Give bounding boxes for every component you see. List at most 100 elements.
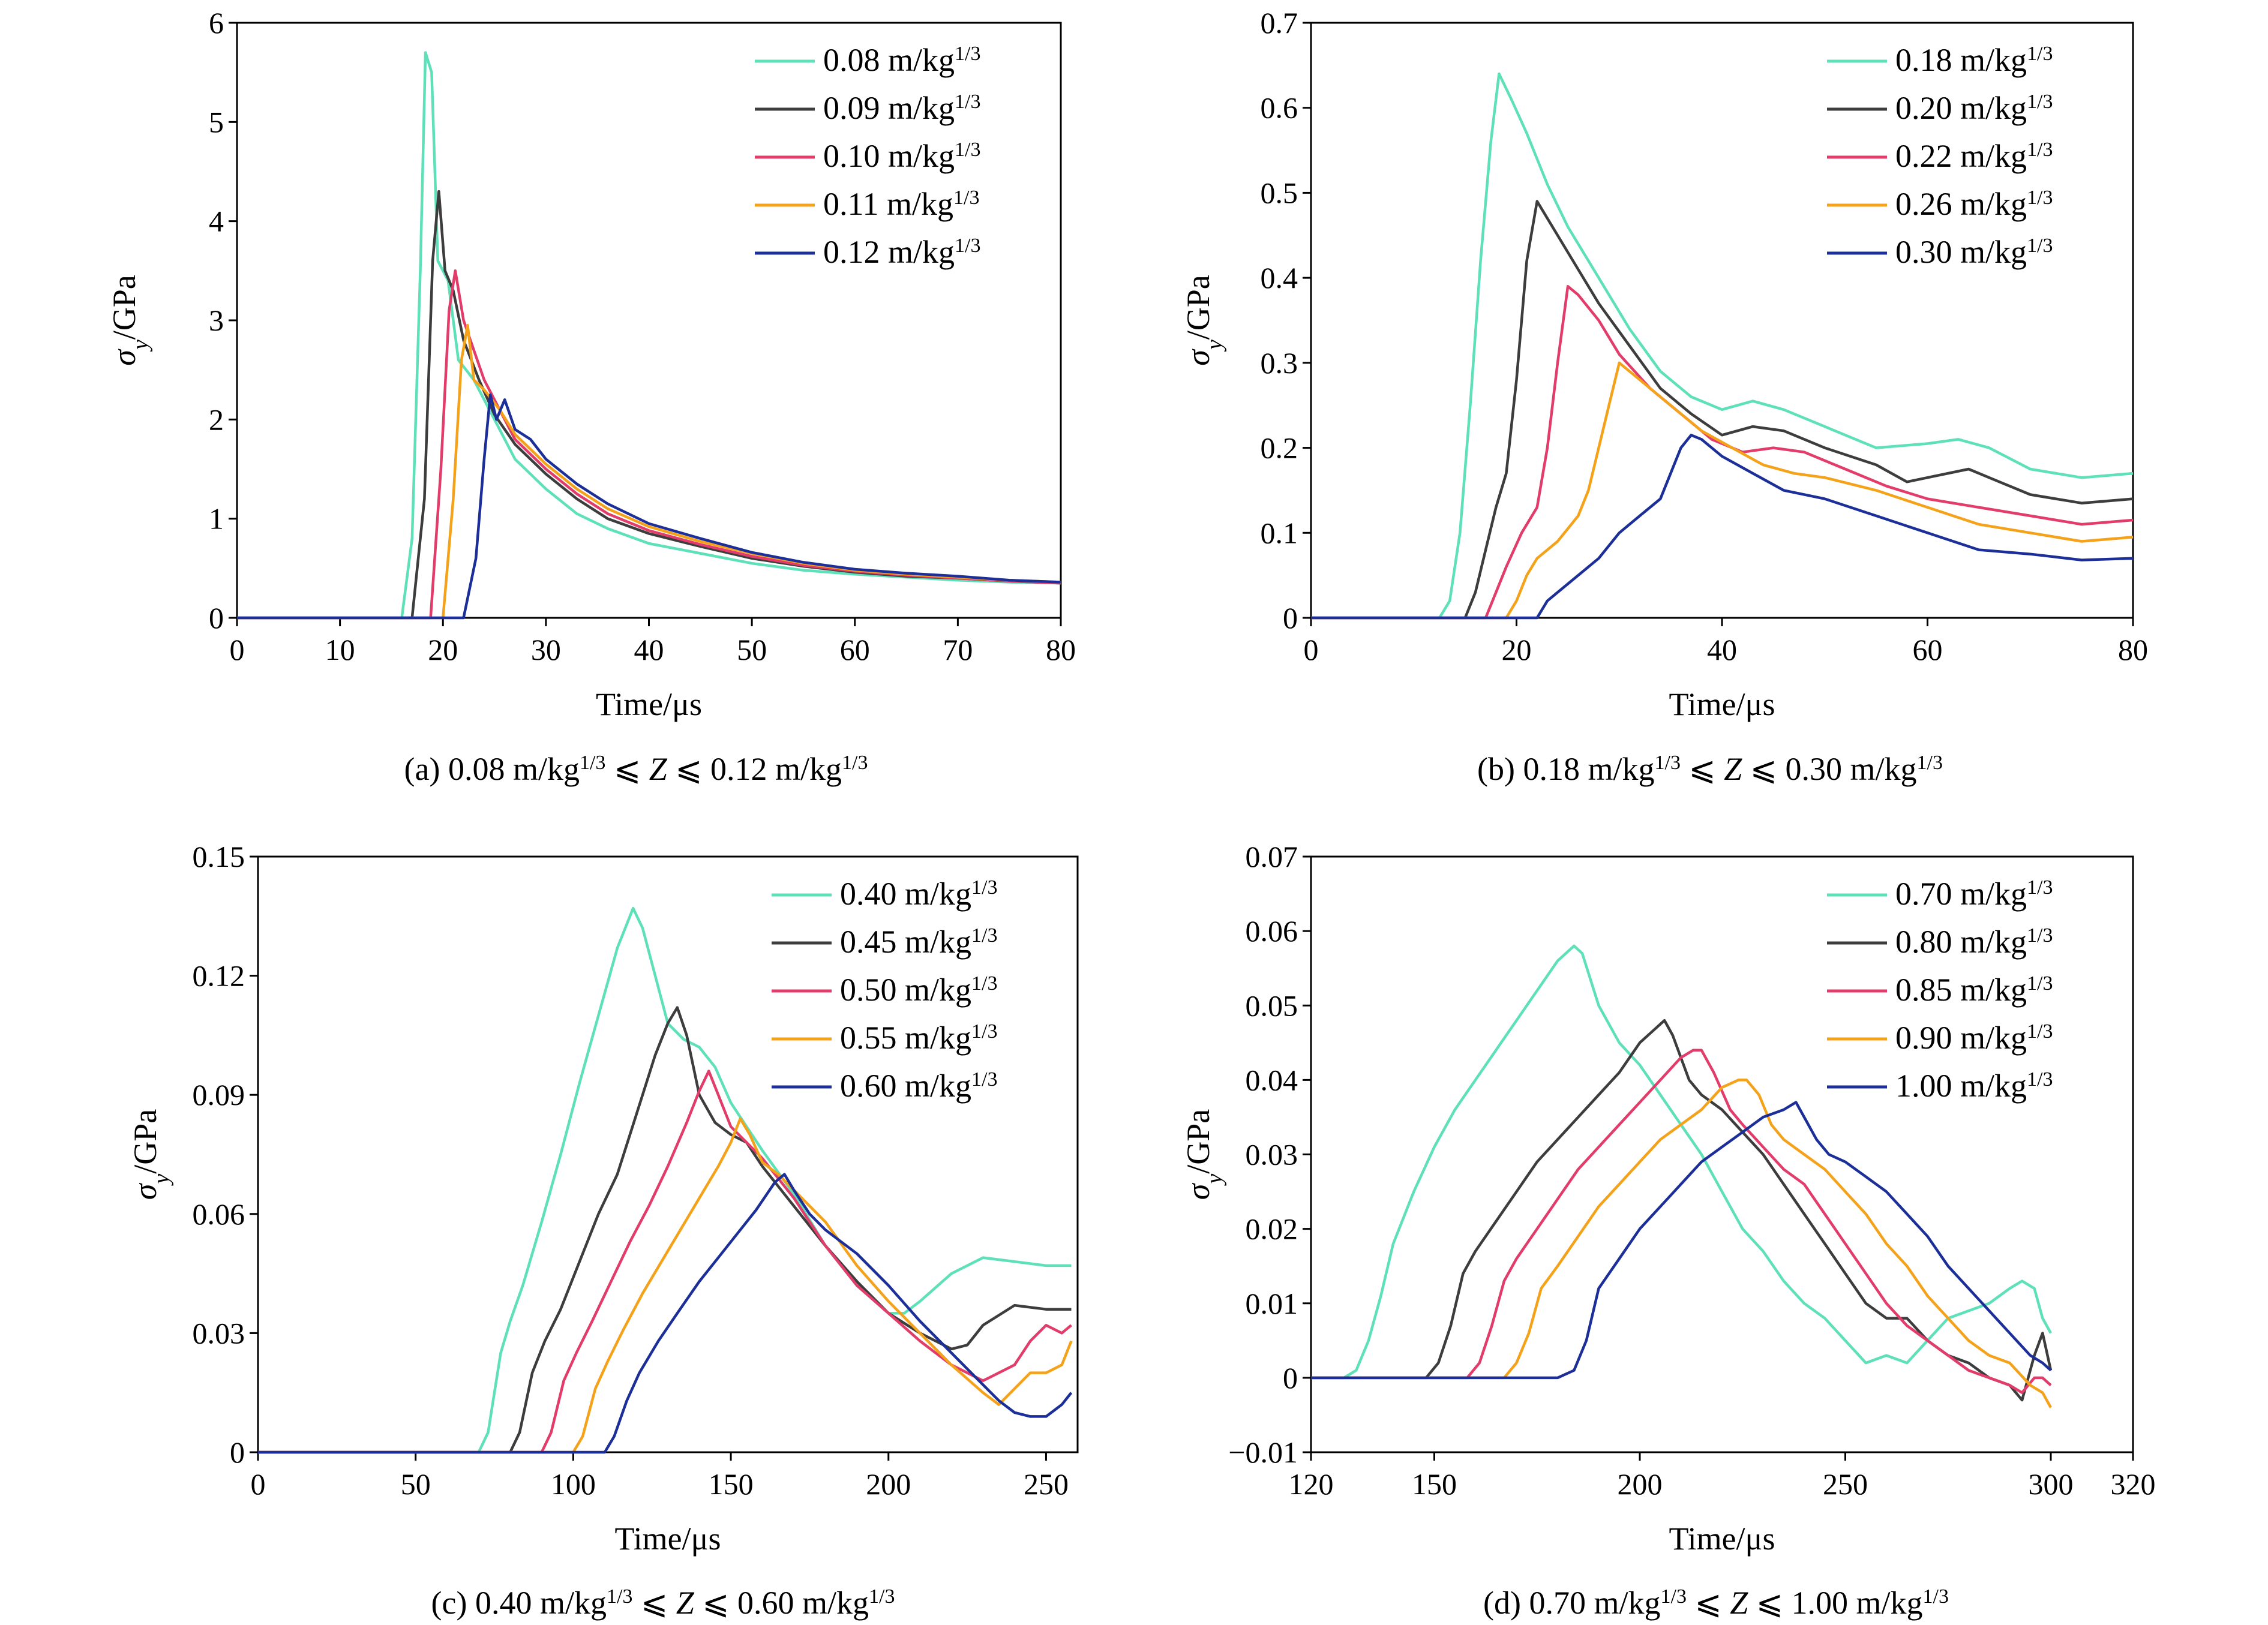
y-tick-label: 2 [209,403,224,436]
y-tick-label: 0.05 [1246,989,1298,1022]
x-tick-label: 50 [401,1467,431,1501]
x-tick-label: 200 [1618,1467,1663,1501]
series-line-2 [1311,1019,2053,1402]
x-tick-label: 150 [709,1467,754,1501]
x-tick-label: 30 [531,633,561,666]
series-line-3 [237,269,1061,620]
y-tick-label: 0 [1283,1361,1298,1395]
series-line-4 [1311,361,2134,620]
x-tick-label: 60 [840,633,870,666]
x-tick-label: 200 [866,1467,911,1501]
y-tick-label: 0.15 [193,840,245,873]
x-tick-label: 0 [230,633,245,666]
y-tick-label: 0 [1283,601,1298,635]
chart-panel-1: 0 10 20 30 40 50 60 70 80 0 1 2 3 4 5 6 Time/μs σy/GPa 0.0… [106,6,1076,787]
legend-entry: 0.45 m/kg1/3 [840,924,997,960]
legend-entry: 0.22 m/kg1/3 [1895,138,2053,174]
y-tick-label: 5 [209,105,224,139]
plot-frame [257,855,1079,1453]
series-line-5 [1311,434,2134,620]
chart-panel-2: 0 20 40 60 80 0 0.1 0.2 0.3 0.4 0.5 0.6 0.7 Time/μs σy… [1180,6,2148,787]
x-tick-label: 60 [1913,633,1943,666]
y-tick-label: 0.5 [1261,176,1298,209]
x-axis-label: Time/μs [1669,686,1775,722]
series-line-1 [1311,72,2134,620]
chart-panel-4: 120 150 200 250 300 320 −0.01 0 0.01 0.02 0.03 0.04… [1180,840,2156,1621]
y-tick-label: 0.4 [1261,261,1298,295]
y-tick-label: 0.06 [193,1197,245,1231]
y-tick-label: −0.01 [1228,1435,1298,1469]
legend-entry: 0.09 m/kg1/3 [823,90,980,126]
series-line-3 [1311,285,2134,620]
legend-entry: 0.12 m/kg1/3 [823,234,980,270]
series-line-5 [1311,1101,2052,1380]
legend-entry: 0.10 m/kg1/3 [823,138,980,174]
x-tick-label: 20 [428,633,458,666]
x-tick-label: 40 [1707,633,1737,666]
legend-entry: 0.08 m/kg1/3 [823,42,980,78]
y-tick-label: 3 [209,304,224,337]
y-tick-label: 0.3 [1261,346,1298,380]
y-axis-label: σy/GPa [1180,1109,1227,1200]
x-tick-label: 120 [1289,1467,1334,1501]
y-axis-label: σy/GPa [1180,275,1227,366]
series-line-2 [1311,200,2134,620]
x-tick-label: 300 [2029,1467,2074,1501]
legend-entry: 0.60 m/kg1/3 [840,1068,997,1104]
y-tick-label: 0.02 [1246,1212,1298,1246]
legend-entry: 0.40 m/kg1/3 [840,876,997,912]
series-line-3 [1311,1049,2052,1394]
y-tick-label: 1 [209,502,224,536]
x-tick-label: 40 [634,633,664,666]
y-axis-label: σy/GPa [127,1109,174,1200]
legend-entry: 0.55 m/kg1/3 [840,1020,997,1056]
y-tick-label: 0.03 [1246,1138,1298,1172]
y-tick-label: 0.12 [193,959,245,993]
y-tick-label: 0 [230,1435,245,1469]
x-tick-label: 80 [1046,633,1076,666]
legend-entry: 0.20 m/kg1/3 [1895,90,2053,126]
y-tick-label: 0.1 [1261,516,1298,549]
x-tick-label: 320 [2111,1467,2156,1501]
x-tick-label: 50 [737,633,767,666]
y-tick-label: 0.09 [193,1078,245,1112]
y-tick-label: 4 [209,205,224,238]
y-tick-label: 6 [209,6,224,40]
y-tick-label: 0.03 [193,1316,245,1350]
x-tick-label: 80 [2118,633,2148,666]
panel-caption: (b) 0.18 m/kg1/3 ⩽ Z ⩽ 0.30 m/kg1/3 [1477,751,1943,787]
x-tick-label: 0 [1304,633,1319,666]
y-tick-label: 0.07 [1246,840,1298,873]
legend-entry: 0.70 m/kg1/3 [1895,876,2053,912]
legend-entry: 0.11 m/kg1/3 [823,186,979,222]
legend-entry: 0.90 m/kg1/3 [1895,1020,2053,1056]
series-line-1 [1311,944,2052,1380]
y-tick-label: 0.2 [1261,431,1298,465]
series-line-2 [258,1006,1072,1454]
series-line-3 [258,1070,1072,1454]
y-tick-label: 0.04 [1246,1063,1298,1097]
x-tick-label: 150 [1412,1467,1457,1501]
legend-entry: 0.85 m/kg1/3 [1895,972,2053,1008]
chart-panel-3: 0 50 100 150 200 250 0 0.03 0.06 0.09 0.12 0.15 Time… [127,840,1079,1621]
panel-caption: (c) 0.40 m/kg1/3 ⩽ Z ⩽ 0.60 m/kg1/3 [431,1585,895,1621]
legend-entry: 0.26 m/kg1/3 [1895,186,2053,222]
series-line-1 [258,906,1072,1454]
panel-caption: (a) 0.08 m/kg1/3 ⩽ Z ⩽ 0.12 m/kg1/3 [404,751,868,787]
series-line-4 [1311,1079,2052,1408]
legend-entry: 1.00 m/kg1/3 [1895,1068,2053,1104]
legend-entry: 0.80 m/kg1/3 [1895,924,2053,960]
legend-entry: 0.30 m/kg1/3 [1895,234,2053,270]
x-tick-label: 100 [551,1467,596,1501]
legend-entry: 0.18 m/kg1/3 [1895,42,2053,78]
legend-entry: 0.50 m/kg1/3 [840,972,997,1008]
x-tick-label: 10 [325,633,355,666]
y-tick-label: 0.06 [1246,914,1298,948]
x-axis-label: Time/μs [614,1521,721,1557]
y-tick-label: 0 [209,601,224,635]
x-axis-label: Time/μs [596,686,702,722]
x-axis-label: Time/μs [1669,1521,1775,1557]
x-tick-label: 250 [1823,1467,1868,1501]
y-tick-label: 0.6 [1261,91,1298,125]
